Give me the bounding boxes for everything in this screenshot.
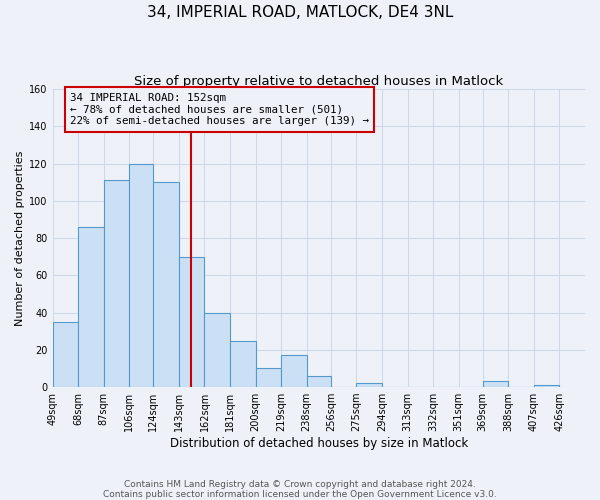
Bar [179,256,205,387]
Bar [230,340,256,387]
Title: Size of property relative to detached houses in Matlock: Size of property relative to detached ho… [134,75,503,88]
Text: Contains HM Land Registry data © Crown copyright and database right 2024.
Contai: Contains HM Land Registry data © Crown c… [103,480,497,499]
Bar [483,382,508,387]
Bar [53,322,78,387]
Bar [356,384,382,387]
Text: 34 IMPERIAL ROAD: 152sqm
← 78% of detached houses are smaller (501)
22% of semi-: 34 IMPERIAL ROAD: 152sqm ← 78% of detach… [70,93,369,126]
Bar [154,182,179,387]
Bar [256,368,281,387]
Y-axis label: Number of detached properties: Number of detached properties [15,150,25,326]
Bar [534,385,559,387]
Bar [205,312,230,387]
Bar [104,180,129,387]
Bar [281,356,307,387]
Text: 34, IMPERIAL ROAD, MATLOCK, DE4 3NL: 34, IMPERIAL ROAD, MATLOCK, DE4 3NL [147,5,453,20]
Bar [307,376,331,387]
X-axis label: Distribution of detached houses by size in Matlock: Distribution of detached houses by size … [170,437,468,450]
Bar [129,164,154,387]
Bar [78,227,104,387]
